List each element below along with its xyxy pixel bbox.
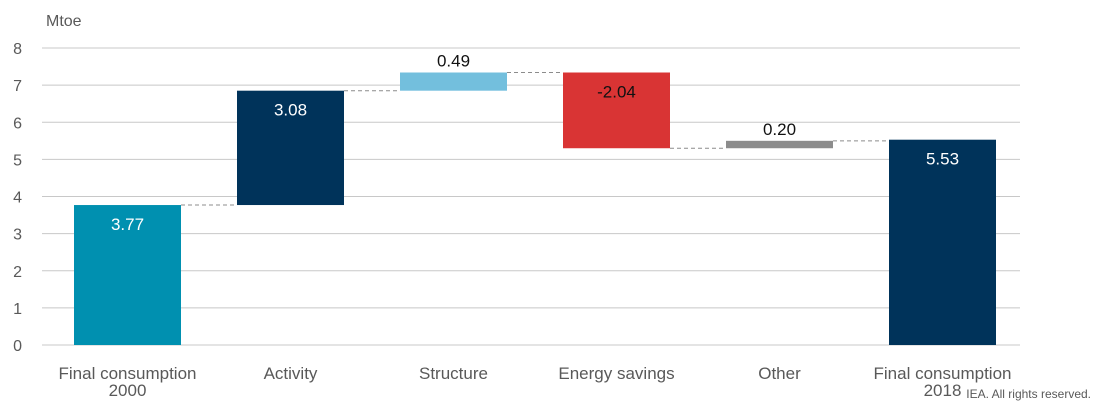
category-label: Energy savings (558, 364, 674, 383)
bar (726, 140, 833, 149)
category-label-line2: 2000 (109, 381, 147, 400)
category-label: Final consumption (59, 364, 197, 383)
bars (74, 72, 996, 345)
data-label: -2.04 (597, 83, 636, 102)
y-tick-label: 0 (13, 338, 22, 355)
data-label: 0.49 (437, 52, 470, 71)
copyright-credit: IEA. All rights reserved. (966, 387, 1091, 401)
bar (400, 72, 507, 91)
category-label: Final consumption (874, 364, 1012, 383)
y-axis-ticks: 0 1 2 3 4 5 6 7 8 (13, 41, 22, 355)
connector-lines (181, 72, 889, 206)
y-axis-unit-label: Mtoe (46, 13, 82, 30)
bar (237, 90, 344, 206)
y-tick-label: 6 (13, 115, 22, 132)
y-tick-label: 5 (13, 152, 22, 169)
data-label: 5.53 (926, 150, 959, 169)
y-tick-label: 8 (13, 41, 22, 58)
category-label: Structure (419, 364, 488, 383)
y-tick-label: 2 (13, 264, 22, 281)
y-tick-label: 7 (13, 78, 22, 95)
data-labels: 3.77 3.08 0.49 -2.04 0.20 5.53 (111, 52, 959, 235)
y-tick-label: 3 (13, 227, 22, 244)
gridlines (42, 47, 1020, 346)
data-label: 3.77 (111, 215, 144, 234)
bar (563, 72, 670, 149)
y-tick-label: 4 (13, 190, 22, 207)
y-tick-label: 1 (13, 301, 22, 318)
category-label-line2: 2018 (924, 381, 962, 400)
bar (74, 205, 181, 345)
data-label: 0.20 (763, 120, 796, 139)
bar (889, 139, 996, 345)
data-label: 3.08 (274, 101, 307, 120)
category-label: Activity (264, 364, 318, 383)
category-label: Other (758, 364, 801, 383)
